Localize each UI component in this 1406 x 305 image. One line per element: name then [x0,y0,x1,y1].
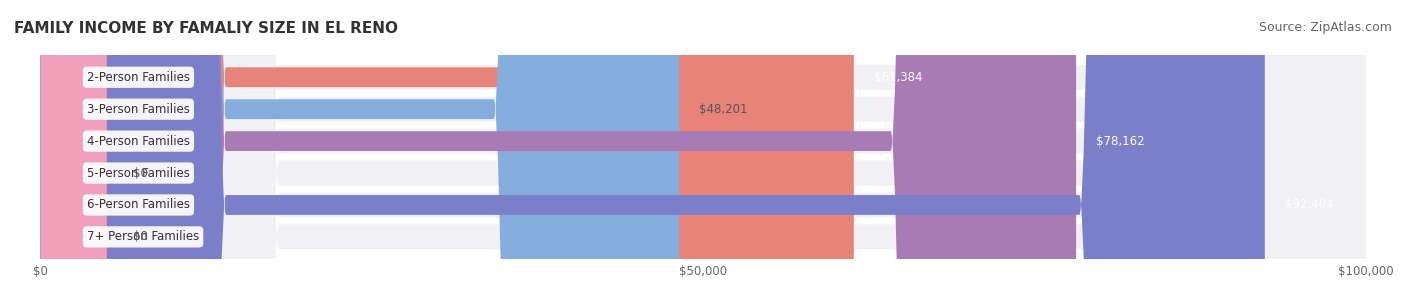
Text: 7+ Person Families: 7+ Person Families [87,230,200,243]
FancyBboxPatch shape [41,0,107,305]
FancyBboxPatch shape [41,0,1365,305]
FancyBboxPatch shape [41,0,1076,305]
FancyBboxPatch shape [41,0,1265,305]
Text: 5-Person Families: 5-Person Families [87,167,190,180]
Text: 6-Person Families: 6-Person Families [87,199,190,211]
Text: Source: ZipAtlas.com: Source: ZipAtlas.com [1258,21,1392,34]
Text: $0: $0 [134,167,148,180]
FancyBboxPatch shape [41,0,1365,305]
Text: 3-Person Families: 3-Person Families [87,103,190,116]
FancyBboxPatch shape [41,0,1365,305]
Text: $61,384: $61,384 [873,71,922,84]
FancyBboxPatch shape [41,0,1365,305]
FancyBboxPatch shape [41,0,1365,305]
Text: $92,404: $92,404 [1285,199,1333,211]
Text: $48,201: $48,201 [699,103,748,116]
Text: 2-Person Families: 2-Person Families [87,71,190,84]
FancyBboxPatch shape [41,0,1365,305]
Text: FAMILY INCOME BY FAMALIY SIZE IN EL RENO: FAMILY INCOME BY FAMALIY SIZE IN EL RENO [14,21,398,36]
Text: 4-Person Families: 4-Person Families [87,135,190,148]
FancyBboxPatch shape [41,0,679,305]
Text: $0: $0 [134,230,148,243]
Text: $78,162: $78,162 [1097,135,1144,148]
FancyBboxPatch shape [41,0,853,305]
FancyBboxPatch shape [41,0,107,305]
